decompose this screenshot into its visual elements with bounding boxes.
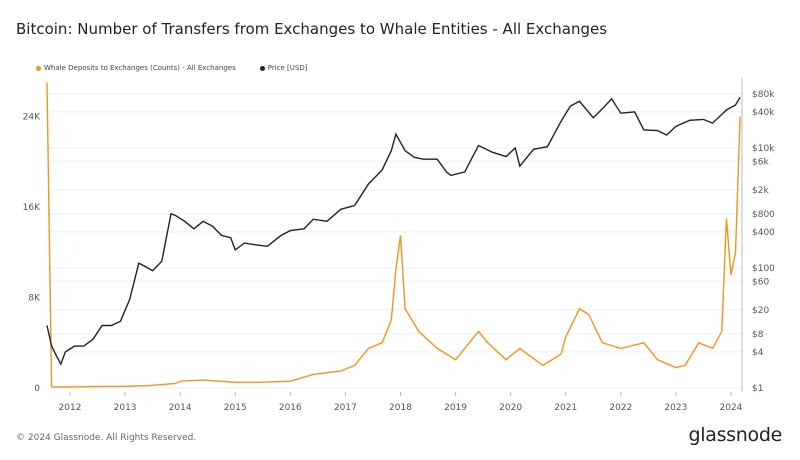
y-left-tick-label: 8K xyxy=(28,294,41,304)
legend-item-deposits[interactable]: Whale Deposits to Exchanges (Counts) - A… xyxy=(36,64,236,72)
x-tick-label: 2018 xyxy=(389,403,412,413)
y-right-tick-label: $6k xyxy=(752,157,769,167)
chart-title: Bitcoin: Number of Transfers from Exchan… xyxy=(16,20,608,38)
legend: Whale Deposits to Exchanges (Counts) - A… xyxy=(36,64,307,72)
x-tick-label: 2024 xyxy=(720,403,743,413)
copyright: © 2024 Glassnode. All Rights Reserved. xyxy=(16,433,197,443)
glassnode-logo: glassnode xyxy=(688,424,783,446)
y-right-tick-label: $400 xyxy=(752,228,775,238)
x-tick-label: 2014 xyxy=(169,403,192,413)
y-right-tick-label: $100 xyxy=(752,264,775,274)
legend-label-price: Price [USD] xyxy=(267,64,308,72)
x-tick-label: 2021 xyxy=(554,403,577,413)
legend-label-deposits: Whale Deposits to Exchanges (Counts) - A… xyxy=(44,64,236,72)
legend-dot-price xyxy=(259,65,265,71)
y-right-tick-label: $40k xyxy=(752,108,775,118)
y-right-tick-label: $4 xyxy=(752,348,764,358)
legend-dot-deposits xyxy=(36,65,41,71)
y-axis-left: 0 8K 16K 24K xyxy=(23,113,41,394)
x-tick-label: 2022 xyxy=(609,403,632,413)
legend-item-price[interactable]: Price [USD] xyxy=(259,64,308,72)
series-line-deposits xyxy=(46,82,741,388)
y-right-tick-label: $2k xyxy=(752,186,769,196)
series-line-price xyxy=(46,96,741,366)
x-tick-label: 2017 xyxy=(334,403,357,413)
y-right-tick-label: $80k xyxy=(752,90,775,100)
y-axis-right: $1 $4 $8 $20 $60 $100 $400 $800 $2k $6k $10k $40k $8… xyxy=(752,90,775,394)
y-right-tick-label: $800 xyxy=(752,210,775,220)
x-tick-label: 2020 xyxy=(499,403,522,413)
y-left-tick-label: 24K xyxy=(23,113,41,123)
y-left-tick-label: 16K xyxy=(23,203,41,213)
y-right-tick-label: $60 xyxy=(752,277,769,287)
y-right-tick-label: $20 xyxy=(752,306,769,316)
x-axis: 2012 2013 2014 2015 2016 2017 2018 2019 2020 2021… xyxy=(59,392,743,413)
x-tick-label: 2016 xyxy=(279,403,302,413)
y-right-tick-label: $1 xyxy=(752,384,763,394)
grid xyxy=(48,93,742,389)
x-tick-label: 2013 xyxy=(114,403,137,413)
y-right-tick-label: $10k xyxy=(752,144,775,154)
x-tick-label: 2019 xyxy=(444,403,467,413)
x-tick-label: 2015 xyxy=(224,403,247,413)
y-left-tick-label: 0 xyxy=(34,384,40,394)
y-right-tick-label: $8 xyxy=(752,330,764,340)
x-tick-label: 2012 xyxy=(59,403,82,413)
x-tick-label: 2023 xyxy=(664,403,687,413)
